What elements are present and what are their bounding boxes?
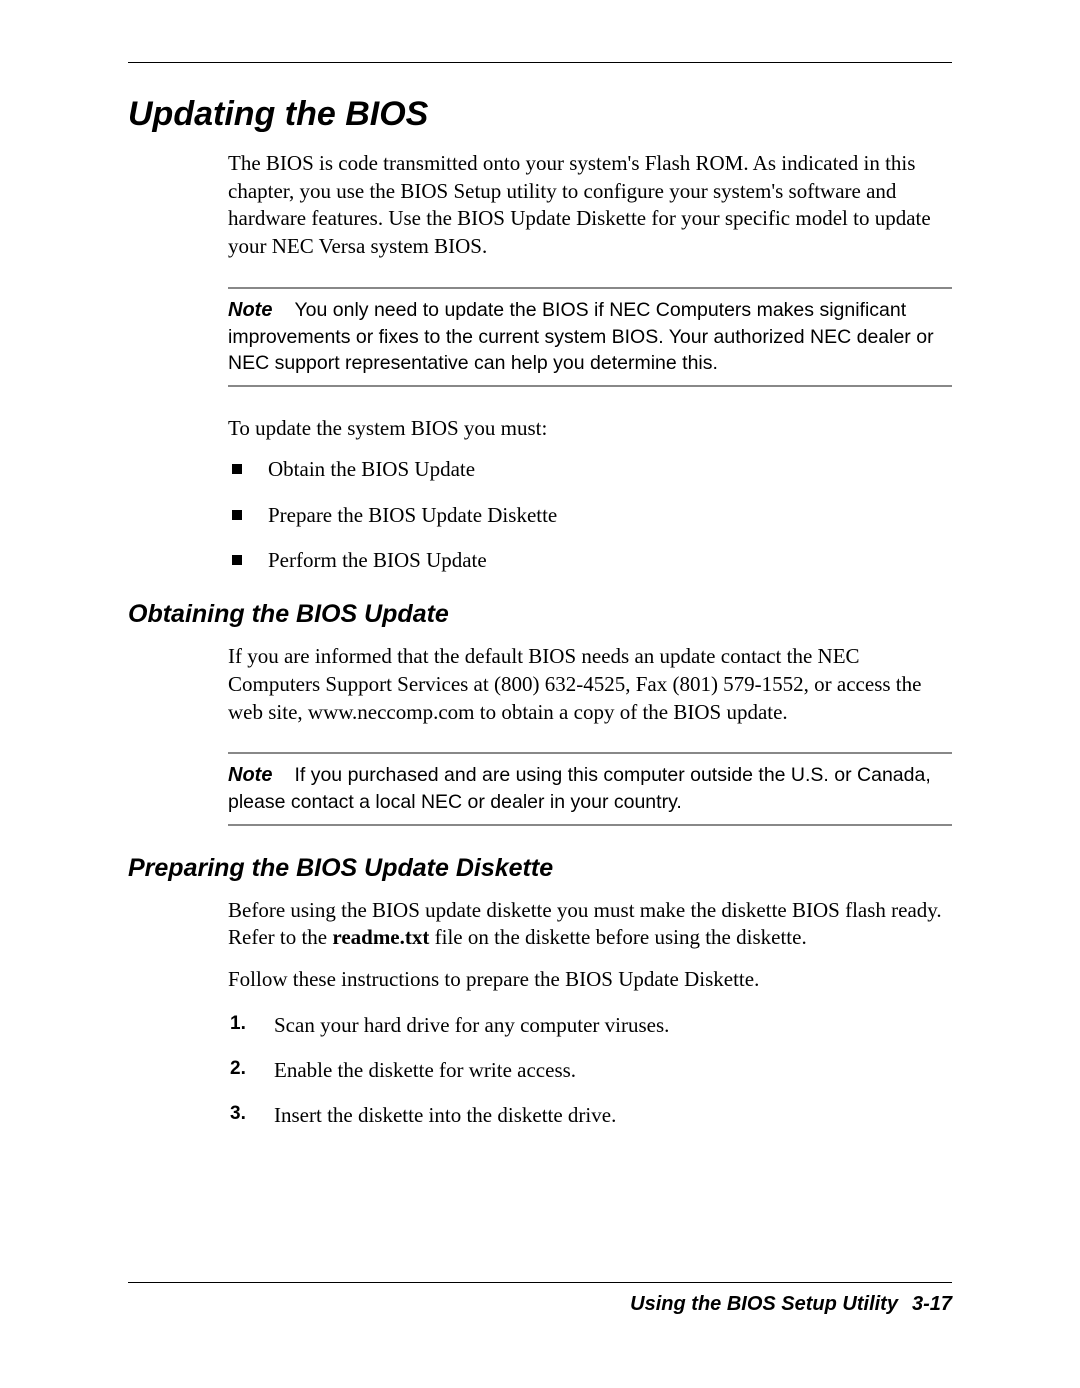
- note-label: Note: [228, 299, 272, 321]
- section-heading-prepare: Preparing the BIOS Update Diskette: [128, 854, 952, 883]
- list-item: Prepare the BIOS Update Diskette: [228, 502, 952, 529]
- list-item: Scan your hard drive for any computer vi…: [228, 1012, 952, 1039]
- note-label: Note: [228, 764, 272, 786]
- page-container: Updating the BIOS The BIOS is code trans…: [0, 0, 1080, 1130]
- prepare-body-post: file on the diskette before using the di…: [429, 925, 806, 949]
- note-rule: [228, 385, 952, 387]
- note-body: If you purchased and are using this comp…: [228, 764, 931, 813]
- note-box-2: NoteIf you purchased and are using this …: [228, 752, 952, 825]
- section-heading-obtain: Obtaining the BIOS Update: [128, 600, 952, 629]
- prepare-body: Before using the BIOS update diskette yo…: [228, 897, 952, 952]
- note-text-2: NoteIf you purchased and are using this …: [228, 762, 952, 815]
- intro-block: The BIOS is code transmitted onto your s…: [228, 150, 952, 574]
- note-rule: [228, 287, 952, 289]
- list-item: Enable the diskette for write access.: [228, 1057, 952, 1084]
- note-text-1: NoteYou only need to update the BIOS if …: [228, 297, 952, 377]
- note-rule: [228, 824, 952, 826]
- bullet-list: Obtain the BIOS Update Prepare the BIOS …: [228, 456, 952, 574]
- readme-bold: readme.txt: [332, 925, 429, 949]
- page-footer: Using the BIOS Setup Utility 3-17: [128, 1282, 952, 1316]
- footer-rule: [128, 1282, 952, 1283]
- prepare-follow: Follow these instructions to prepare the…: [228, 966, 952, 994]
- footer-page-number: 3-17: [912, 1293, 952, 1315]
- obtain-body: If you are informed that the default BIO…: [228, 643, 952, 726]
- note-body: You only need to update the BIOS if NEC …: [228, 299, 934, 374]
- intro-paragraph: The BIOS is code transmitted onto your s…: [228, 150, 952, 261]
- list-item: Insert the diskette into the diskette dr…: [228, 1102, 952, 1129]
- note-box-1: NoteYou only need to update the BIOS if …: [228, 287, 952, 387]
- numbered-list: Scan your hard drive for any computer vi…: [228, 1012, 952, 1130]
- list-item: Perform the BIOS Update: [228, 547, 952, 574]
- list-item: Obtain the BIOS Update: [228, 456, 952, 483]
- note-rule: [228, 752, 952, 754]
- obtain-block: If you are informed that the default BIO…: [228, 643, 952, 825]
- footer-text: Using the BIOS Setup Utility 3-17: [128, 1293, 952, 1316]
- lead-in-text: To update the system BIOS you must:: [228, 415, 952, 443]
- page-title: Updating the BIOS: [128, 95, 952, 134]
- top-horizontal-rule: [128, 62, 952, 63]
- footer-title: Using the BIOS Setup Utility: [630, 1293, 898, 1315]
- prepare-block: Before using the BIOS update diskette yo…: [228, 897, 952, 1130]
